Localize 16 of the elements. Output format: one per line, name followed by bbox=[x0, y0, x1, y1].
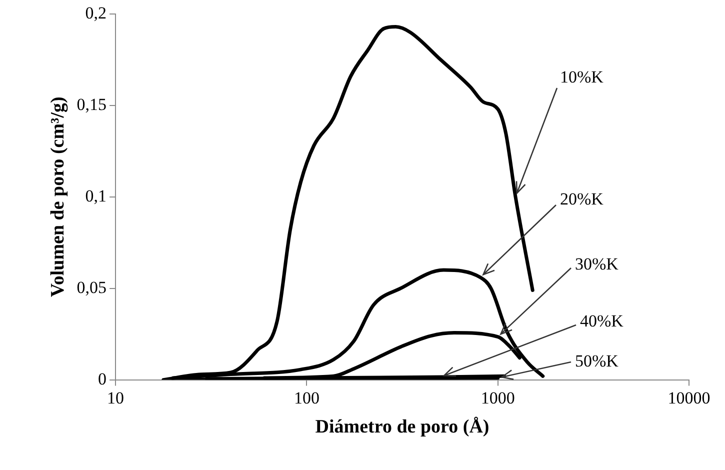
text: 50%K bbox=[575, 351, 620, 370]
text: 10%K bbox=[560, 67, 604, 86]
x-axis-title: Diámetro de poro (Å) bbox=[315, 416, 490, 438]
y-tick-label: 0,2 bbox=[85, 3, 107, 22]
y-tick-label: 0 bbox=[98, 369, 107, 388]
y-axis-title: Volumen de poro (cm³/g) bbox=[47, 96, 68, 298]
x-tick-label: 10 bbox=[107, 388, 124, 408]
text: 20%K bbox=[560, 189, 604, 208]
text: 30%K bbox=[575, 254, 620, 274]
y-tick-label: 0,1 bbox=[85, 186, 107, 206]
y-tick-label: 0,05 bbox=[76, 278, 107, 297]
x-tick-label: 1000 bbox=[480, 388, 515, 408]
text: 40%K bbox=[580, 311, 624, 330]
x-tick-label: 100 bbox=[294, 388, 320, 408]
y-tick-label: 0,15 bbox=[76, 94, 107, 114]
x-tick-label: 10000 bbox=[668, 388, 710, 408]
